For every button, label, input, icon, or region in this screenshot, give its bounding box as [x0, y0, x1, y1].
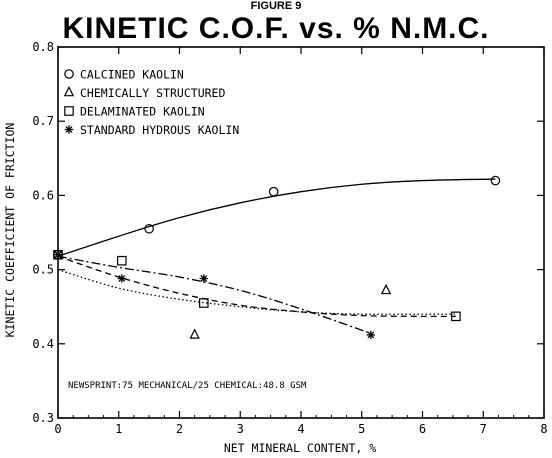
y-tick-label: 0.6	[32, 188, 54, 202]
chart-annotation: NEWSPRINT:75 MECHANICAL/25 CHEMICAL:48.8…	[68, 381, 307, 391]
legend-label: CHEMICALLY STRUCTURED	[80, 86, 225, 100]
chart-title: KINETIC C.O.F. vs. % N.M.C.	[62, 12, 490, 45]
data-point-circle	[268, 186, 279, 197]
data-point-square	[451, 311, 461, 322]
x-tick-label: 7	[480, 422, 487, 436]
x-tick-label: 5	[358, 422, 365, 436]
data-point-asterisk	[117, 274, 126, 283]
data-points	[53, 175, 501, 340]
y-tick-label: 0.5	[32, 263, 54, 277]
x-tick-label: 2	[176, 422, 183, 436]
legend-triangle-icon	[63, 85, 75, 97]
y-tick-label: 0.4	[32, 337, 54, 351]
legend-label: CALCINED KAOLIN	[80, 68, 184, 82]
y-tick-label: 0.7	[32, 114, 54, 128]
fit-line	[57, 255, 372, 335]
data-point-circle	[144, 223, 154, 234]
data-point-circle	[490, 175, 501, 186]
x-tick-label: 0	[54, 422, 61, 436]
x-tick-label: 1	[115, 422, 122, 436]
legend-asterisk-icon	[64, 125, 74, 134]
data-point-triangle	[380, 283, 392, 295]
axes: 0 1 2 3 4 5 6 7 8 0.3 0.4 0.5 0.6 0.7 0.8	[32, 40, 547, 436]
figure-label: FIGURE 9	[250, 0, 302, 12]
x-tick-label: 3	[237, 422, 244, 436]
data-point-asterisk	[199, 274, 208, 283]
y-axis-label: KINETIC COEFFICIENT OF FRICTION	[3, 123, 17, 338]
y-tick-label: 0.3	[32, 411, 54, 425]
x-axis-label: NET MINERAL CONTENT, %	[224, 441, 376, 455]
legend: CALCINED KAOLIN CHEMICALLY STRUCTURED DELA…	[63, 68, 239, 137]
x-tick-label: 8	[540, 422, 547, 436]
data-point-triangle	[189, 328, 200, 339]
data-point-square	[199, 298, 209, 308]
legend-square-icon	[64, 106, 74, 116]
data-point-asterisk	[366, 330, 376, 340]
data-point-square	[116, 255, 127, 266]
legend-label: DELAMINATED KAOLIN	[80, 105, 205, 119]
x-tick-label: 4	[297, 422, 304, 436]
legend-circle-icon	[64, 69, 74, 79]
y-tick-label: 0.8	[32, 40, 54, 54]
x-tick-label: 6	[419, 422, 426, 436]
fit-line	[57, 178, 496, 257]
legend-label: STANDARD HYDROUS KAOLIN	[80, 123, 239, 137]
data-point-asterisk	[53, 250, 63, 259]
